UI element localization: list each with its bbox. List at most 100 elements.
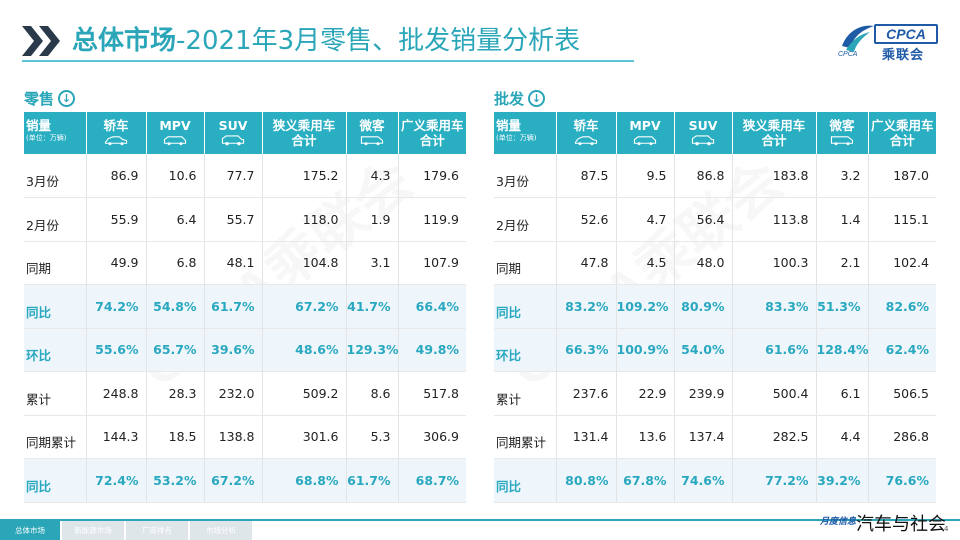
row-label: 环比 (24, 328, 86, 372)
table-cell: 87.5 (555, 154, 616, 198)
table-cell: 77.2% (731, 458, 816, 503)
table-cell: 500.4 (731, 371, 816, 416)
suv-icon (221, 135, 245, 146)
table-cell: 82.6% (867, 284, 936, 329)
table-cell: 509.2 (261, 371, 346, 416)
table-cell: 131.4 (555, 415, 616, 459)
table-cell: 67.2% (261, 284, 346, 329)
table-cell: 239.9 (673, 371, 732, 416)
table-cell: 6.4 (145, 197, 204, 242)
logo-cn: 乘联会 (882, 48, 925, 63)
retail-table-header: 销量 (单位：万辆) 轿车 MPV SUV 狭义乘用车 合计 微客 广义乘用车 合计 (24, 112, 466, 154)
table-row: 同比 83.2% 109.2% 80.9% 83.3% 51.3% 82.6% (494, 284, 936, 329)
row-label: 同比 (494, 458, 556, 503)
table-cell: 5.3 (345, 415, 398, 459)
row-label: 累计 (494, 371, 556, 416)
table-row: 3月份 87.5 9.5 86.8 183.8 3.2 187.0 (494, 154, 936, 198)
table-cell: 49.8% (397, 328, 466, 372)
double-chevron-icon (22, 26, 60, 56)
logo-brand: CPCA (874, 24, 938, 44)
table-row: 累计 237.6 22.9 239.9 500.4 6.1 506.5 (494, 371, 936, 416)
table-cell: 2.1 (815, 241, 868, 285)
table-cell: 66.4% (397, 284, 466, 329)
table-row: 环比 66.3% 100.9% 54.0% 61.6% 128.4% 62.4% (494, 328, 936, 372)
table-cell: 248.8 (85, 371, 146, 416)
retail-table-body: 3月份 86.9 10.6 77.7 175.2 4.3 179.6 2月份 55.9 6.4 55… (24, 154, 466, 503)
column-header: 微客 (815, 112, 868, 154)
footer-monthly-info: 月度信息 (820, 517, 857, 527)
table-cell: 65.7% (145, 328, 204, 372)
table-cell: 76.6% (867, 458, 936, 503)
table-cell: 175.2 (261, 154, 346, 198)
table-cell: 179.6 (397, 154, 466, 198)
table-cell: 183.8 (731, 154, 816, 198)
row-label: 环比 (494, 328, 556, 372)
row-label: 2月份 (24, 197, 86, 242)
table-cell: 51.3% (815, 284, 868, 329)
column-header: SUV (673, 112, 732, 154)
table-cell: 137.4 (673, 415, 732, 459)
table-cell: 301.6 (261, 415, 346, 459)
table-cell: 144.3 (85, 415, 146, 459)
table-cell: 102.4 (867, 241, 936, 285)
table-cell: 232.0 (203, 371, 262, 416)
wholesale-table: 销量 (单位：万辆) 轿车 MPV SUV 狭义乘用车 合计 微客 广义乘用车 合计 3月份 87.… (494, 112, 936, 503)
table-cell: 67.8% (615, 458, 674, 503)
table-row: 同期 47.8 4.5 48.0 100.3 2.1 102.4 (494, 241, 936, 285)
column-header: 广义乘用车 合计 (867, 112, 936, 154)
row-label: 3月份 (494, 154, 556, 198)
table-cell: 56.4 (673, 197, 732, 242)
table-cell: 4.3 (345, 154, 398, 198)
mpv-icon (633, 136, 657, 146)
page-title: 总体市场-2021年3月零售、批发销量分析表 (72, 24, 580, 58)
column-header: 轿车 (555, 112, 616, 154)
suv-icon (691, 135, 715, 146)
page-number: 4 (944, 525, 949, 533)
table-cell: 129.3% (345, 328, 399, 372)
table-row: 同期累计 144.3 18.5 138.8 301.6 5.3 306.9 (24, 415, 466, 459)
table-cell: 62.4% (867, 328, 936, 372)
table-cell: 18.5 (145, 415, 204, 459)
table-cell: 517.8 (397, 371, 466, 416)
table-cell: 109.2% (615, 284, 674, 329)
wholesale-table-header: 销量 (单位：万辆) 轿车 MPV SUV 狭义乘用车 合计 微客 广义乘用车 合计 (494, 112, 936, 154)
table-cell: 4.5 (615, 241, 674, 285)
column-header-label-line2: 合计 (889, 133, 915, 148)
header-sales-label: 销量 (496, 118, 522, 133)
sedan-icon (574, 136, 598, 146)
table-row: 3月份 86.9 10.6 77.7 175.2 4.3 179.6 (24, 154, 466, 198)
table-cell: 104.8 (261, 241, 346, 285)
header-row: 销量 (单位：万辆) 轿车 MPV SUV 狭义乘用车 合计 微客 广义乘用车 合计 (494, 112, 936, 154)
nav-tab[interactable]: 新能源市场 (62, 521, 124, 540)
table-cell: 1.9 (345, 197, 398, 242)
arrow-down-circle-icon: ↓ (528, 90, 546, 107)
column-header-label: MPV (629, 118, 661, 133)
nav-tab[interactable]: 厂商排名 (126, 521, 188, 540)
minivan-icon (830, 136, 854, 146)
table-cell: 53.2% (145, 458, 204, 503)
table-cell: 61.7% (203, 284, 262, 329)
table-cell: 68.8% (261, 458, 346, 503)
wholesale-label-text: 批发 (494, 90, 525, 108)
section-nav: 总体市场 新能源市场 厂商排名 市场分析 (0, 521, 254, 540)
nav-tab[interactable]: 总体市场 (0, 521, 60, 540)
table-cell: 237.6 (555, 371, 616, 416)
table-cell: 22.9 (615, 371, 674, 416)
page-title-bold: 总体市场 (72, 26, 177, 56)
table-cell: 80.9% (673, 284, 732, 329)
nav-tab[interactable]: 市场分析 (190, 521, 252, 540)
row-label: 同比 (24, 284, 86, 329)
table-cell: 41.7% (345, 284, 398, 329)
header-row: 销量 (单位：万辆) 轿车 MPV SUV 狭义乘用车 合计 微客 广义乘用车 合计 (24, 112, 466, 154)
table-cell: 4.7 (615, 197, 674, 242)
column-header: SUV (203, 112, 262, 154)
table-cell: 115.1 (867, 197, 936, 242)
column-header-label: 广义乘用车 (400, 118, 464, 133)
cpca-logo: CPCA 乘联会 CPCA (836, 22, 942, 63)
table-cell: 9.5 (615, 154, 674, 198)
column-header-label: 狭义乘用车 (272, 118, 336, 133)
table-cell: 10.6 (145, 154, 204, 198)
table-cell: 61.7% (345, 458, 398, 503)
table-cell: 55.7 (203, 197, 262, 242)
table-cell: 83.3% (731, 284, 816, 329)
